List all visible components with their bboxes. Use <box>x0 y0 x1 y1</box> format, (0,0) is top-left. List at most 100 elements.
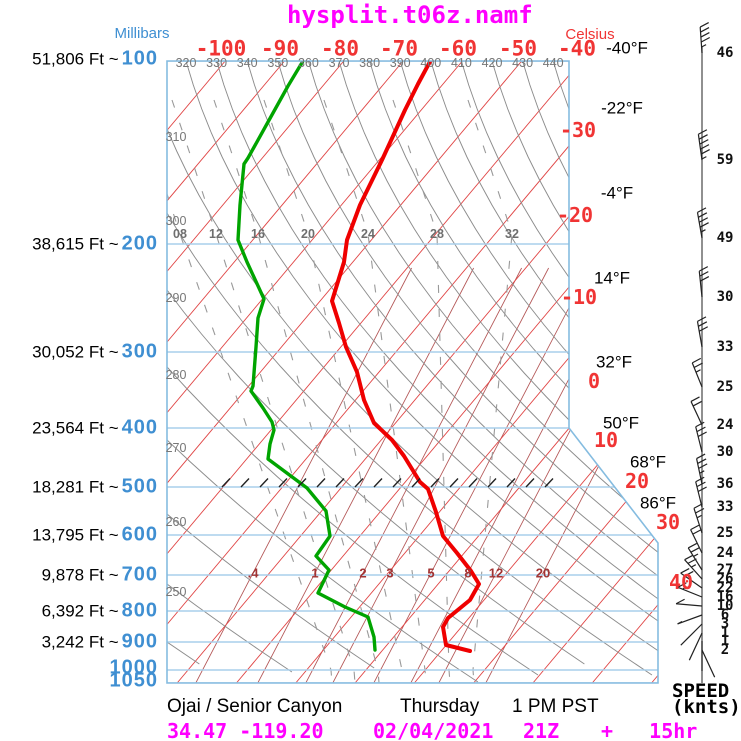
hatch-tick <box>430 478 440 488</box>
wind-barb <box>680 568 703 589</box>
hatch-tick <box>525 478 535 488</box>
hatch-tick <box>278 478 288 488</box>
plot-frame <box>166 60 659 684</box>
dry-adiabat-line <box>307 61 658 662</box>
mixing-ratio-line <box>438 267 655 683</box>
wind-barb <box>698 266 710 298</box>
moist-adiabat-line <box>323 99 427 683</box>
wind-barb <box>677 582 703 598</box>
isotherm-line <box>0 61 166 683</box>
wind-barb <box>691 357 703 388</box>
wind-speed-axis-title-line1: SPEED <box>672 680 730 702</box>
temperature-curve <box>330 61 481 653</box>
dry-adiabat-line <box>552 61 658 662</box>
isotherm-line <box>167 61 404 683</box>
wind-barb <box>697 129 710 161</box>
model-cycle: 21Z <box>523 719 560 741</box>
isotherm-line <box>295 61 658 683</box>
mixing-ratio-line <box>332 267 549 683</box>
hatch-tick <box>544 478 554 488</box>
isotherm-line <box>167 61 463 683</box>
wind-barb <box>696 453 708 485</box>
wind-speed-axis-title-line2: (knts) <box>672 696 741 718</box>
isotherm-line <box>167 61 523 683</box>
hatch-tick <box>392 478 402 488</box>
isotherm-line <box>167 61 285 683</box>
hatch-tick <box>411 478 421 488</box>
dry-adiabat-line <box>167 513 375 669</box>
isotherm-line <box>167 61 641 683</box>
mixing-ratio-line <box>257 267 474 683</box>
hatch-tick <box>240 478 250 488</box>
moist-adiabat-line <box>467 99 513 683</box>
moist-adiabat-line <box>171 99 356 683</box>
hatch-tick <box>449 478 459 488</box>
hatch-tick <box>487 478 497 488</box>
hatch-tick <box>373 478 383 488</box>
moist-adiabat-line <box>392 99 451 683</box>
wind-barb <box>677 614 703 625</box>
millibars-axis-title: Millibars <box>114 25 170 42</box>
dry-adiabat-line <box>460 61 658 662</box>
wind-barb <box>695 476 707 508</box>
dry-adiabat-line <box>167 212 653 676</box>
dry-adiabat-line <box>185 61 658 662</box>
wind-barb <box>690 396 703 426</box>
forecast-local-time: 1 PM PST <box>512 696 599 717</box>
hatch-tick <box>316 478 326 488</box>
wind-barb <box>701 649 716 678</box>
dry-adiabat-line <box>167 128 658 680</box>
isotherm-line <box>473 61 658 683</box>
forecast-day: Thursday <box>400 696 480 717</box>
celsius-axis-title: Celsius <box>565 26 615 43</box>
wind-barb <box>680 623 703 646</box>
dry-adiabat-line <box>167 583 293 673</box>
wind-barb <box>696 316 709 348</box>
mixing-ratio-line <box>485 267 658 683</box>
dry-adiabat-line <box>399 61 658 662</box>
isotherm-line <box>0 61 107 683</box>
forecast-offset: + 15hr <box>601 719 698 741</box>
station-lat-lon: 34.47 -119.20 <box>167 719 324 741</box>
wind-barb <box>675 598 703 607</box>
dry-adiabat-line <box>491 61 658 662</box>
wind-barb <box>699 22 711 54</box>
mixing-ratio-line <box>410 267 627 683</box>
station-name: Ojai / Senior Canyon <box>167 696 343 717</box>
wind-barb <box>695 421 707 453</box>
mixing-ratio-line <box>373 267 590 683</box>
wind-barb <box>688 632 703 661</box>
wind-barb <box>684 554 703 580</box>
hatch-tick <box>335 478 345 488</box>
moist-adiabat-line <box>263 99 404 683</box>
forecast-date: 02/04/2021 <box>373 719 494 741</box>
dry-adiabat-line <box>216 61 658 662</box>
isotherm-line <box>0 61 47 683</box>
mixing-ratio-line <box>195 267 412 683</box>
hatch-tick <box>259 478 269 488</box>
page-title: hysplit.t06z.namf <box>287 1 533 29</box>
dry-adiabat-line <box>369 61 658 662</box>
hatch-tick <box>297 478 307 488</box>
wind-speed-axis-title: SPEED (knts) <box>672 680 741 718</box>
dry-adiabat-line <box>277 61 658 662</box>
wind-barb <box>690 524 703 554</box>
dry-adiabat-line <box>167 289 585 665</box>
isotherm-line <box>236 61 658 683</box>
isotherm-line <box>413 61 658 683</box>
isotherm-line <box>532 61 658 683</box>
hatch-tick <box>221 478 231 488</box>
isotherm-line <box>167 61 226 683</box>
plot-grid <box>0 61 658 683</box>
wind-barb <box>696 207 709 239</box>
dry-adiabat-line <box>522 61 658 662</box>
dry-adiabat-line <box>246 61 658 662</box>
hatch-tick <box>468 478 478 488</box>
isotherm-line <box>167 61 582 683</box>
dry-adiabat-line <box>167 641 200 665</box>
dewpoint-curve <box>236 61 377 652</box>
dry-adiabat-line <box>338 61 658 662</box>
wind-barb <box>693 503 705 534</box>
hatch-tick <box>506 478 516 488</box>
